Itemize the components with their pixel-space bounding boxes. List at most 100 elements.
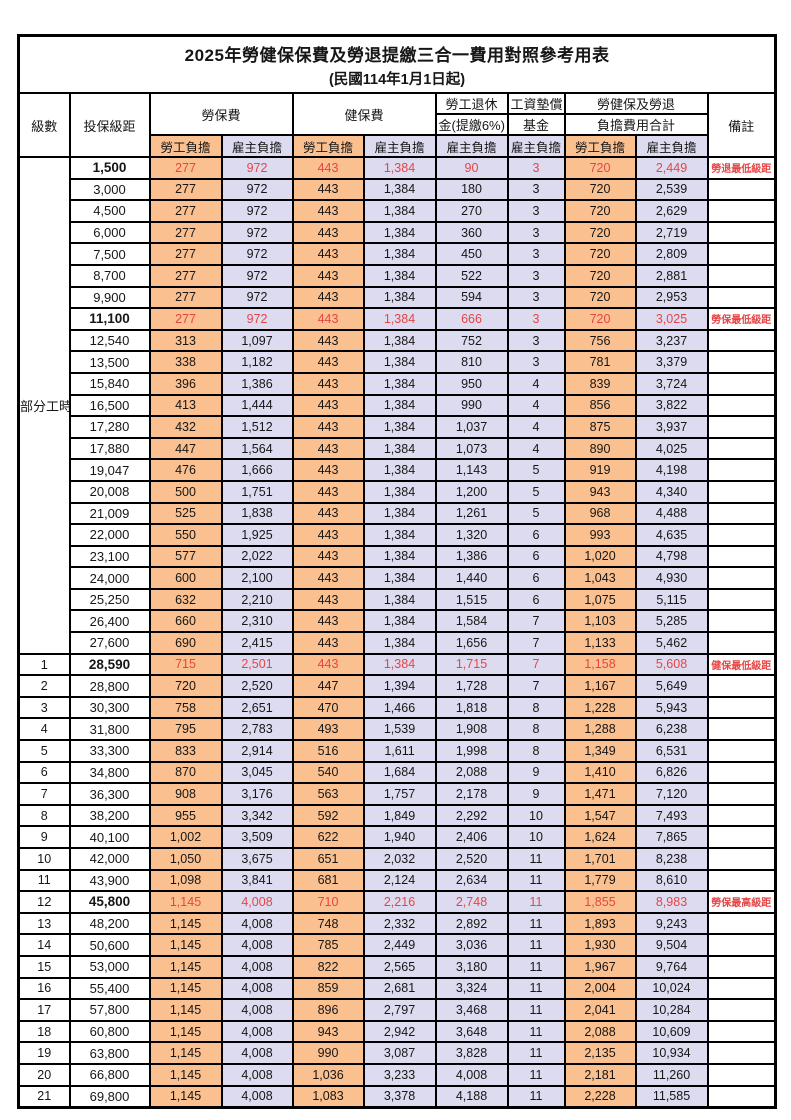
- value-cell: 1,384: [362, 479, 437, 504]
- value-cell: 1,384: [362, 587, 437, 612]
- value-cell: 720: [563, 263, 637, 288]
- value-cell: 443: [291, 371, 365, 396]
- value-cell: 2,135: [563, 1041, 637, 1065]
- value-cell: 2,681: [362, 976, 437, 1001]
- value-cell: 4: [506, 436, 566, 461]
- value-cell: 1,515: [434, 587, 509, 612]
- value-cell: 2,088: [563, 1019, 637, 1044]
- table-row: 9 40,100 1,002 3,509 622 1,940 2,406 10 1,624 7,8…: [17, 825, 777, 849]
- value-cell: 1,002: [148, 825, 223, 849]
- value-cell: 10,024: [634, 976, 709, 1001]
- remark-cell: [706, 587, 777, 612]
- value-cell: 3,087: [362, 1041, 437, 1065]
- value-cell: 4,008: [220, 1062, 294, 1087]
- table-row: 19,047 476 1,666 443 1,384 1,143 5 919 4,198: [19, 458, 777, 482]
- subheader-pension-employer: 雇主負擔: [434, 134, 509, 158]
- value-cell: 2,629: [634, 199, 709, 223]
- value-cell: 1,228: [563, 695, 637, 720]
- table-row: 17 57,800 1,145 4,008 896 2,797 3,468 11 2,041 10…: [17, 998, 777, 1022]
- level-cell: 18: [17, 1019, 71, 1044]
- value-cell: 2,041: [563, 998, 637, 1022]
- value-cell: 972: [220, 177, 294, 202]
- level-cell: 11: [17, 868, 71, 893]
- value-cell: 443: [291, 479, 365, 504]
- value-cell: 870: [148, 760, 223, 785]
- value-cell: 1,394: [362, 674, 437, 698]
- bracket-cell: 20,008: [68, 479, 151, 504]
- value-cell: 1,145: [148, 1062, 223, 1087]
- remark-cell: [706, 566, 777, 590]
- value-cell: 4,008: [220, 976, 294, 1001]
- remark-cell: [706, 868, 777, 893]
- value-cell: 1,384: [362, 415, 437, 439]
- value-cell: 1,908: [434, 717, 509, 742]
- value-cell: 1,779: [563, 868, 637, 893]
- remark-cell: [706, 674, 777, 698]
- value-cell: 1,145: [148, 976, 223, 1001]
- value-cell: 1,611: [362, 739, 437, 763]
- value-cell: 785: [291, 933, 365, 957]
- remark-cell: 勞保最高級距: [706, 890, 777, 914]
- value-cell: 180: [434, 177, 509, 202]
- value-cell: 443: [291, 652, 365, 677]
- table-row: 22,000 550 1,925 443 1,384 1,320 6 993 4,635: [19, 523, 777, 547]
- remark-cell: 健保最低級距: [706, 652, 777, 677]
- value-cell: 9,243: [634, 911, 709, 936]
- value-cell: 4,930: [634, 566, 709, 590]
- table-row: 23,100 577 2,022 443 1,384 1,386 6 1,020 4,798: [19, 544, 777, 569]
- value-cell: 2,539: [634, 177, 709, 202]
- remark-cell: [706, 1062, 777, 1087]
- table-row: 16 55,400 1,145 4,008 859 2,681 3,324 11 2,004 10…: [17, 976, 777, 1001]
- value-cell: 443: [291, 177, 365, 202]
- table-row: 8,700 277 972 443 1,384 522 3 720 2,881: [19, 263, 777, 288]
- value-cell: 1,097: [220, 328, 294, 353]
- value-cell: 4,008: [434, 1062, 509, 1087]
- value-cell: 1,539: [362, 717, 437, 742]
- value-cell: 1,145: [148, 998, 223, 1022]
- value-cell: 720: [563, 199, 637, 223]
- value-cell: 443: [291, 156, 365, 180]
- value-cell: 715: [148, 652, 223, 677]
- value-cell: 2,415: [220, 631, 294, 655]
- value-cell: 3,237: [634, 328, 709, 353]
- value-cell: 4,008: [220, 1019, 294, 1044]
- value-cell: 622: [291, 825, 365, 849]
- value-cell: 822: [291, 954, 365, 979]
- bracket-cell: 28,590: [68, 652, 151, 677]
- value-cell: 3,937: [634, 415, 709, 439]
- value-cell: 3,675: [220, 847, 294, 871]
- value-cell: 277: [148, 307, 223, 331]
- value-cell: 950: [434, 371, 509, 396]
- bracket-cell: 22,000: [68, 523, 151, 547]
- bracket-cell: 53,000: [68, 954, 151, 979]
- bracket-cell: 26,400: [68, 609, 151, 634]
- value-cell: 1,043: [563, 566, 637, 590]
- value-cell: 2,783: [220, 717, 294, 742]
- value-cell: 955: [148, 803, 223, 828]
- value-cell: 2,501: [220, 652, 294, 677]
- value-cell: 1,818: [434, 695, 509, 720]
- bracket-cell: 4,500: [68, 199, 151, 223]
- remark-cell: [706, 501, 777, 526]
- value-cell: 1,444: [220, 393, 294, 418]
- table-row: 12,540 313 1,097 443 1,384 752 3 756 3,237: [19, 328, 777, 353]
- remark-cell: [706, 479, 777, 504]
- bracket-cell: 31,800: [68, 717, 151, 742]
- value-cell: 600: [148, 566, 223, 590]
- value-cell: 856: [563, 393, 637, 418]
- level-cell: 21: [17, 1084, 71, 1109]
- value-cell: 2,914: [220, 739, 294, 763]
- value-cell: 8: [506, 695, 566, 720]
- value-cell: 3,176: [220, 782, 294, 806]
- value-cell: 432: [148, 415, 223, 439]
- remark-cell: [706, 458, 777, 482]
- value-cell: 3,378: [362, 1084, 437, 1109]
- value-cell: 720: [563, 177, 637, 202]
- value-cell: 500: [148, 479, 223, 504]
- value-cell: 2,651: [220, 695, 294, 720]
- value-cell: 277: [148, 199, 223, 223]
- value-cell: 2,748: [434, 890, 509, 914]
- bracket-cell: 16,500: [68, 393, 151, 418]
- value-cell: 522: [434, 263, 509, 288]
- col-header-wage-fund-line2: 基金: [506, 113, 566, 136]
